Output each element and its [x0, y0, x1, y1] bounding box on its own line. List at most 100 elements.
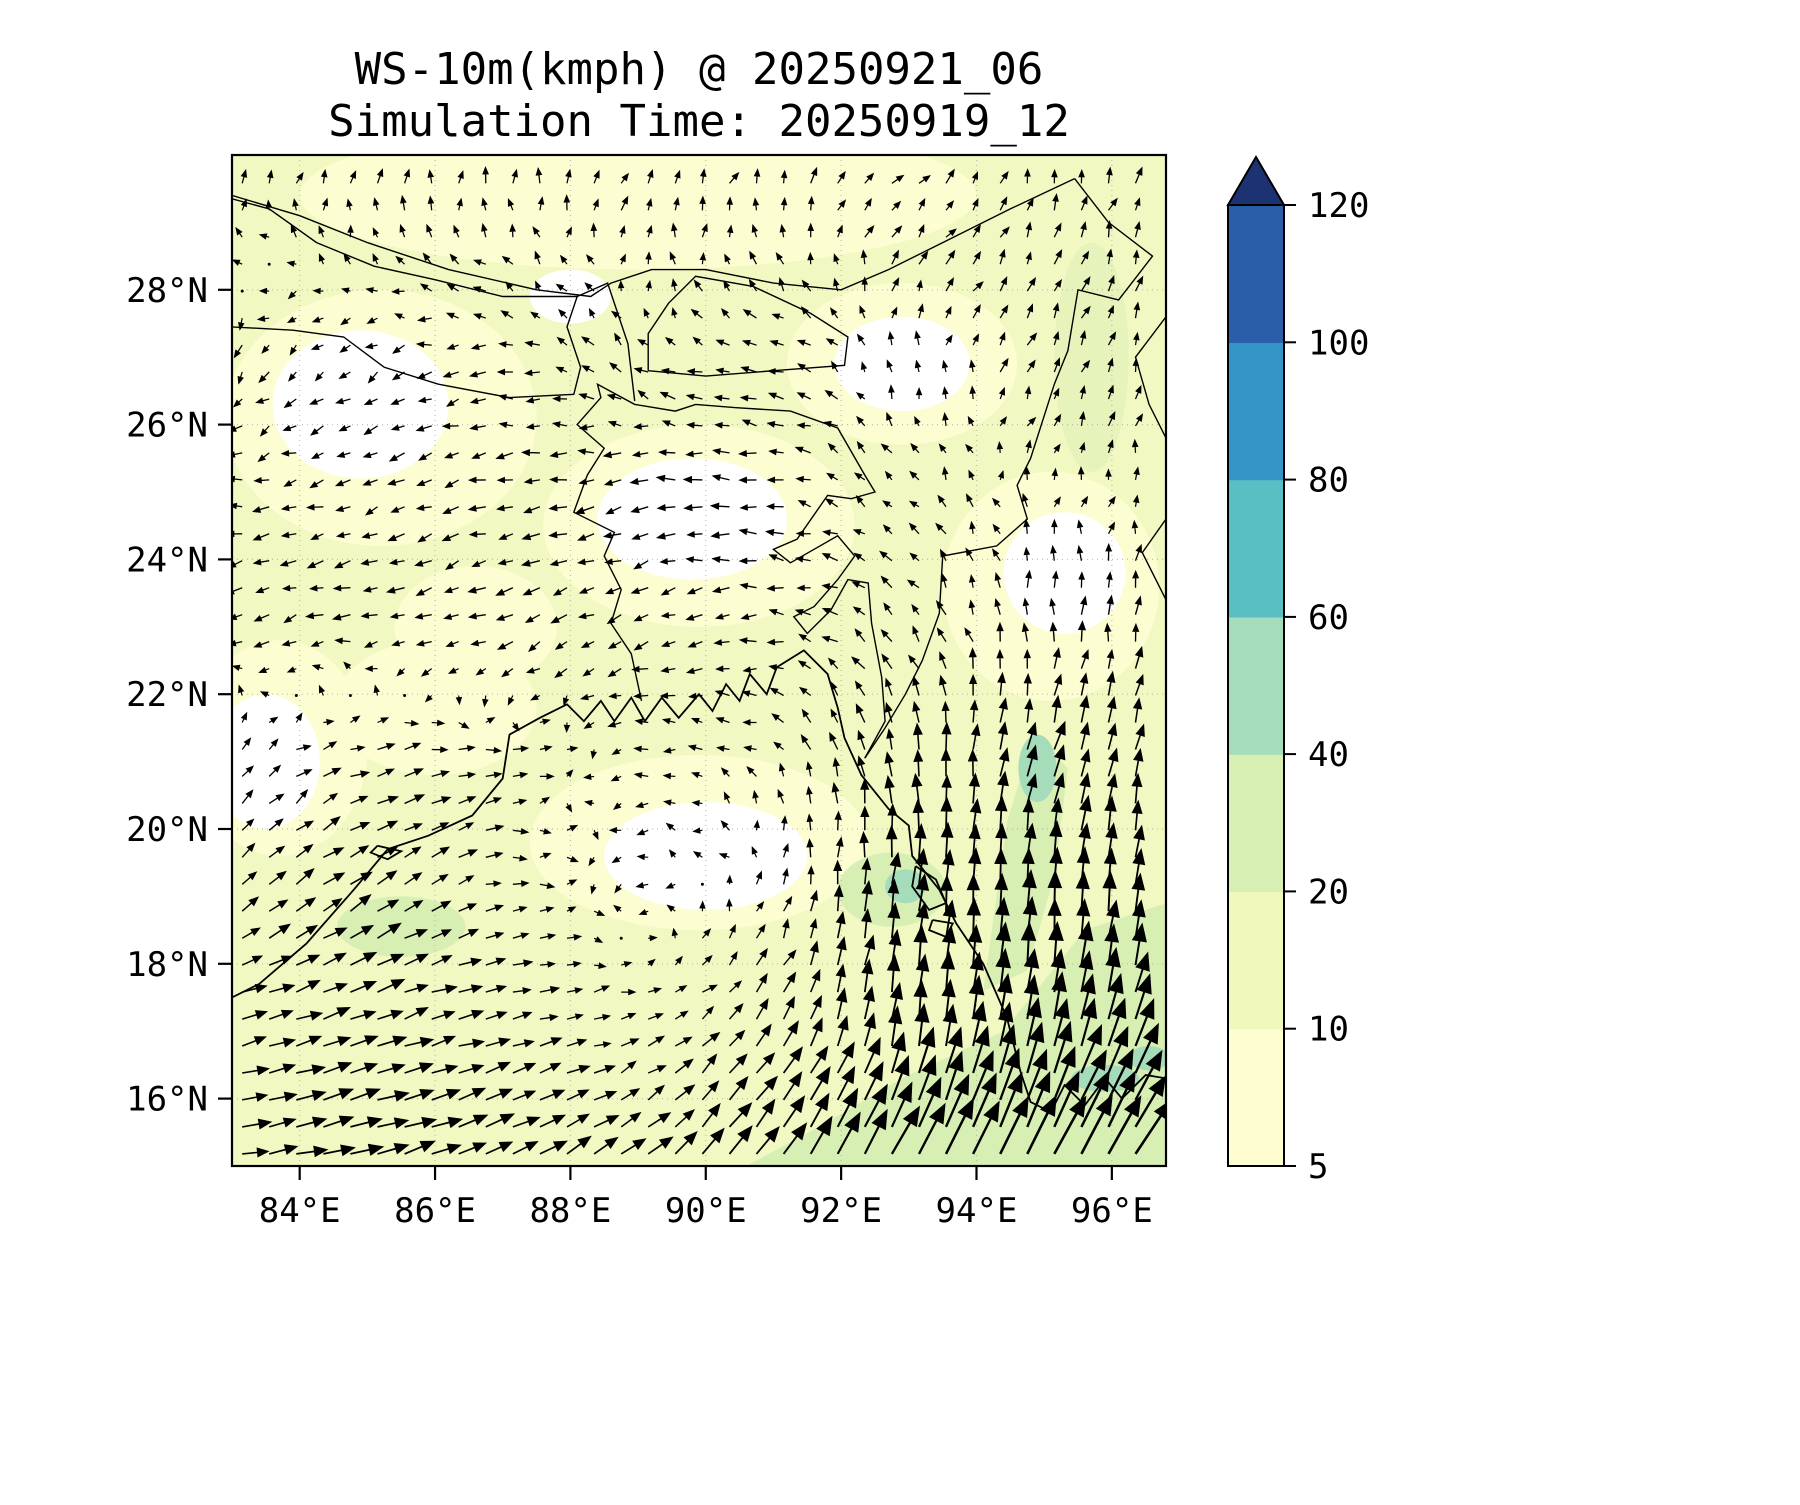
wind-arrow — [388, 558, 405, 566]
wind-arrow — [1134, 1098, 1166, 1155]
wind-arrow — [335, 397, 351, 405]
wind-arrow — [738, 528, 757, 536]
wind-arrow — [1075, 870, 1090, 912]
wind-arrow — [350, 715, 361, 723]
wind-speed-contour — [597, 458, 787, 580]
wind-arrow — [509, 223, 516, 238]
wind-arrow — [238, 684, 245, 696]
wind-arrow — [537, 196, 545, 211]
wind-arrow — [755, 947, 768, 966]
wind-arrow — [507, 695, 515, 706]
wind-arrow — [801, 708, 812, 723]
wind-arrow — [314, 371, 324, 382]
wind-arrow — [945, 277, 955, 292]
wind-arrow — [268, 955, 294, 966]
wind-arrow — [404, 953, 430, 966]
wind-arrow — [349, 893, 372, 912]
wind-arrow — [889, 981, 904, 1020]
wind-arrow — [431, 1088, 462, 1101]
axes-layer: 84°E 86°E 88°E 90°E 92°E 94°E 96°E 16°N 18°N 20°N… — [126, 271, 1153, 1231]
wind-arrow — [377, 978, 406, 993]
wind-arrow — [512, 1116, 541, 1128]
wind-arrow — [659, 692, 676, 700]
wind-arrow — [890, 1081, 913, 1128]
wind-arrow — [391, 288, 405, 295]
wind-arrow — [258, 371, 270, 384]
wind-arrow — [1053, 1020, 1073, 1074]
wind-arrow — [755, 1052, 776, 1074]
wind-arrow — [550, 614, 568, 624]
wind-arrow — [296, 1064, 327, 1076]
wind-arrow — [1132, 848, 1146, 885]
wind-arrow — [891, 225, 903, 238]
wind-arrow — [427, 195, 435, 211]
wind-arrow — [691, 799, 703, 807]
wind-arrow — [659, 558, 676, 565]
wind-arrow — [312, 287, 324, 295]
wind-arrow — [972, 1050, 994, 1101]
wind-arrow — [890, 1054, 910, 1101]
x-tick-label: 86°E — [394, 1191, 476, 1231]
wind-arrow — [524, 614, 541, 623]
wind-arrow — [338, 424, 351, 432]
wind-arrow — [431, 900, 452, 912]
wind-arrow — [539, 933, 557, 940]
wind-arrow — [548, 531, 568, 539]
wind-arrow — [415, 587, 433, 596]
wind-arrow — [620, 1138, 647, 1155]
wind-arrow — [549, 476, 568, 484]
wind-arrow — [612, 802, 622, 811]
wind-arrow — [767, 368, 784, 375]
wind-arrow — [563, 722, 571, 734]
wind-arrow — [800, 734, 812, 750]
wind-arrow — [512, 959, 534, 968]
wind-arrow — [505, 281, 514, 292]
wind-arrow — [1133, 466, 1140, 481]
wind-arrow — [362, 479, 378, 486]
wind-arrow — [1080, 595, 1088, 615]
wind-arrow — [614, 332, 622, 346]
wind-arrow — [529, 311, 541, 319]
wind-arrow — [1134, 1049, 1163, 1101]
wind-arrow — [837, 199, 847, 211]
wind-arrow — [588, 856, 596, 867]
wind-arrow — [621, 961, 633, 968]
wind-arrow — [830, 708, 839, 723]
wind-arrow — [593, 1136, 619, 1155]
wind-arrow — [323, 872, 346, 885]
wind-arrow — [701, 1102, 721, 1128]
wind-arrow — [241, 842, 256, 858]
wind-arrow — [1047, 897, 1062, 939]
wind-arrow — [522, 587, 541, 596]
wind-arrow — [282, 424, 297, 432]
wind-arrow — [833, 884, 844, 912]
wind-arrow — [1134, 973, 1152, 1020]
wind-arrow — [485, 797, 503, 805]
wind-arrow — [945, 168, 955, 184]
wind-arrow — [310, 452, 324, 460]
wind-arrow — [1051, 168, 1058, 184]
wind-arrow — [914, 330, 921, 346]
wind-arrow — [1053, 413, 1062, 427]
wind-arrow — [795, 475, 811, 483]
wind-arrow — [1105, 220, 1113, 238]
wind-arrow — [607, 420, 622, 428]
wind-arrow — [495, 452, 514, 460]
wind-arrow — [501, 668, 514, 678]
wind-arrow — [566, 824, 579, 832]
wind-arrow — [458, 822, 475, 831]
wind-arrow — [915, 847, 929, 885]
wind-speed-contour — [1054, 242, 1129, 472]
wind-arrow — [753, 819, 760, 831]
wind-arrow — [620, 1088, 641, 1101]
wind-arrow — [1132, 622, 1140, 642]
wind-arrow — [323, 1036, 352, 1047]
colorbar-segment — [1228, 616, 1284, 755]
wind-arrow — [241, 896, 260, 912]
wind-arrow — [855, 703, 866, 723]
wind-arrow — [255, 586, 270, 594]
wind-arrow — [674, 1036, 693, 1047]
wind-arrow — [1079, 772, 1091, 804]
wind-arrow — [373, 197, 380, 211]
wind-arrow — [660, 587, 676, 596]
